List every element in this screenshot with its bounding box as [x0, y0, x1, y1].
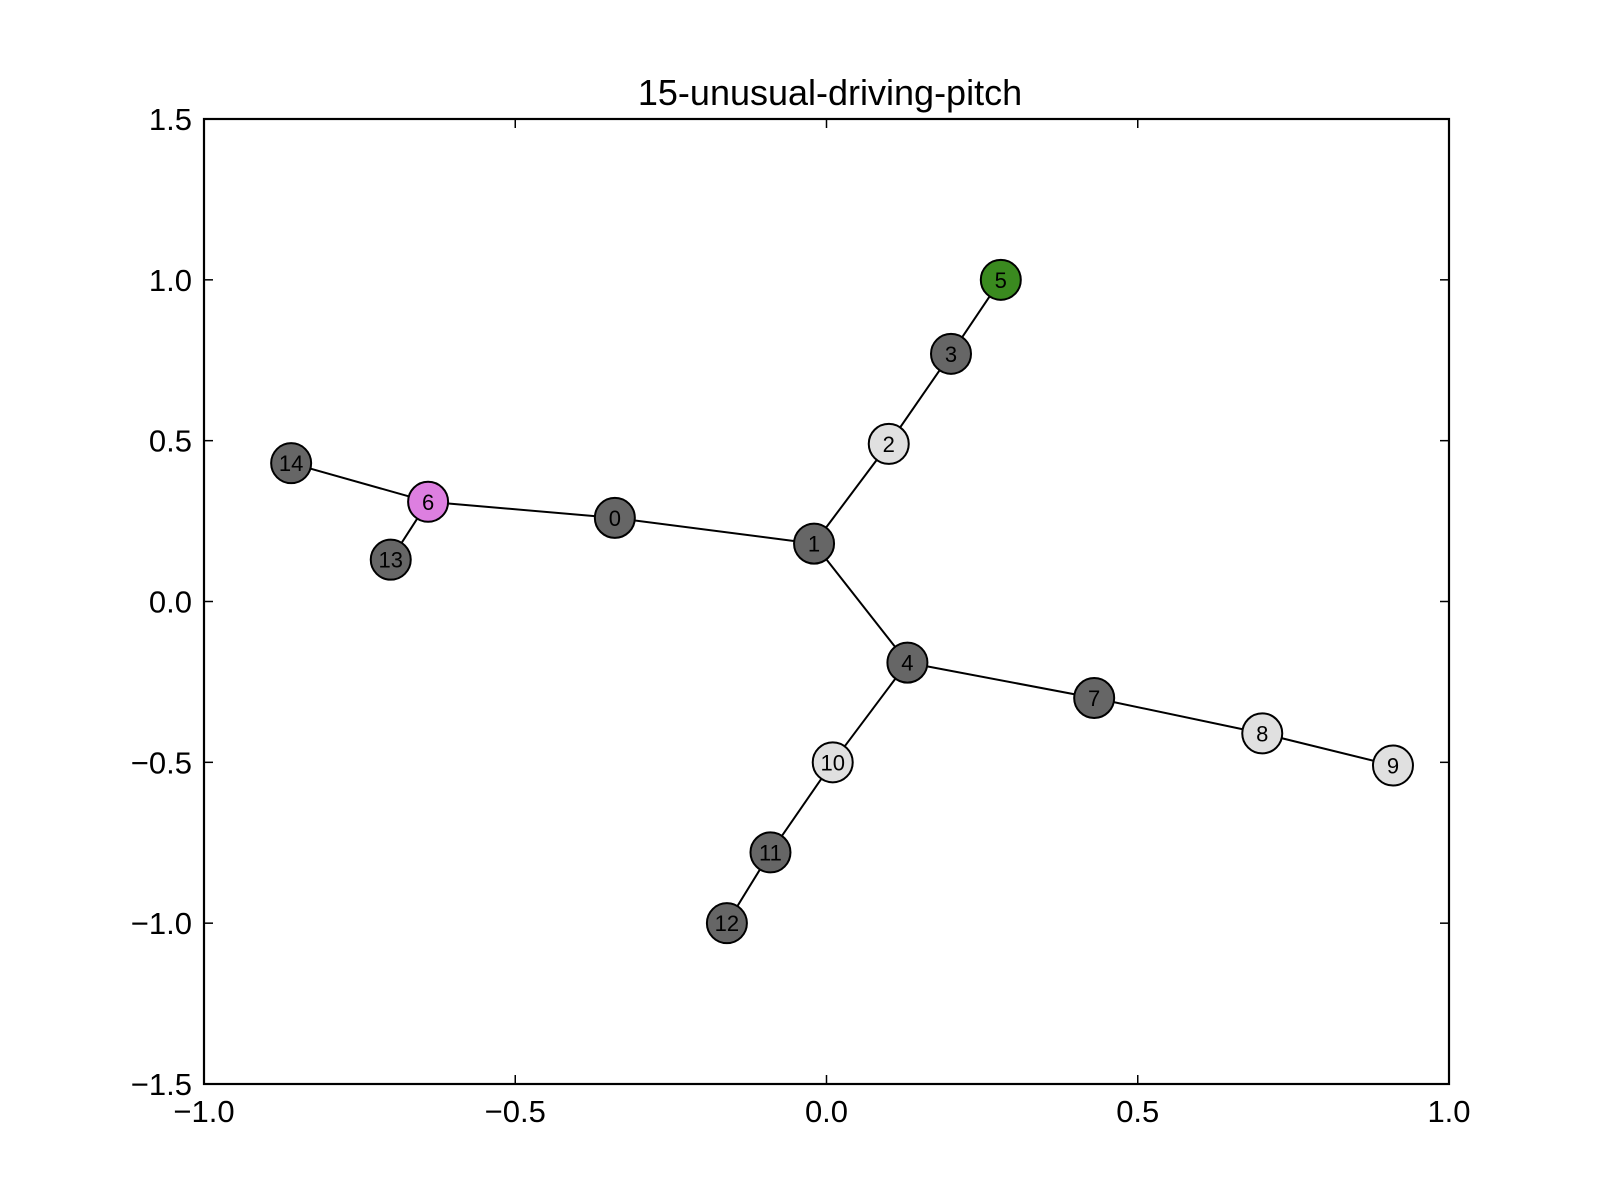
graph-edge-14-6	[290, 462, 429, 503]
graph-node-6: 6	[407, 480, 450, 523]
graph-node-3: 3	[930, 332, 972, 375]
graph-node-5: 5	[979, 258, 1022, 301]
node-circle	[811, 741, 854, 784]
node-circle	[369, 538, 412, 581]
node-circle	[886, 641, 929, 684]
node-circle	[270, 442, 313, 485]
x-tick-label: −1.0	[173, 1094, 234, 1129]
node-label: 6	[422, 490, 434, 515]
graph-node-4: 4	[886, 641, 929, 684]
node-circle	[1241, 712, 1284, 755]
x-tick-label: −0.5	[485, 1094, 546, 1129]
node-label: 4	[901, 651, 913, 676]
node-circle	[407, 480, 450, 523]
node-label: 12	[715, 911, 739, 936]
node-circle	[705, 902, 748, 945]
y-tick-label: 0.5	[149, 424, 192, 459]
x-tick-label: 1.0	[1427, 1094, 1470, 1129]
axes-layer: −1.0 −0.5 0.0 0.5 1.0−1.5−1.0−0.50.00.51.01.…	[131, 102, 1471, 1129]
graph-node-1: 1	[793, 522, 836, 565]
node-circle	[749, 831, 792, 874]
graph-node-7: 7	[1073, 677, 1116, 719]
chart-title: 15-unusual-driving-pitch	[638, 72, 1022, 113]
graph-edge-7-8	[1093, 697, 1263, 735]
graph-edge-1-4	[813, 542, 909, 664]
node-label: 10	[820, 750, 844, 775]
node-label: 5	[995, 268, 1007, 293]
node-label: 7	[1088, 686, 1100, 711]
graph-edge-8-9	[1262, 732, 1394, 767]
graph-node-11: 11	[749, 831, 792, 874]
node-label: 3	[945, 342, 957, 367]
node-label: 11	[759, 840, 782, 865]
y-tick-label: −0.5	[131, 745, 192, 780]
node-label: 8	[1256, 721, 1268, 746]
node-label: 9	[1387, 754, 1399, 779]
graph-edge-6-0	[428, 500, 615, 519]
node-circle	[793, 522, 836, 565]
graph-node-10: 10	[811, 741, 854, 784]
graph-edge-4-7	[907, 661, 1095, 699]
graph-node-12: 12	[705, 902, 748, 945]
y-tick-label: 0.0	[149, 585, 192, 620]
graph-node-13: 13	[369, 538, 412, 581]
x-tick-label: 0.0	[805, 1094, 848, 1129]
node-circle	[593, 496, 636, 539]
node-circle	[979, 258, 1022, 301]
node-circle	[930, 332, 972, 375]
node-circle	[1073, 677, 1116, 719]
y-tick-label: −1.5	[131, 1067, 192, 1102]
y-tick-label: 1.5	[149, 102, 192, 137]
graph-edge-0-1	[614, 516, 815, 545]
node-circle	[1371, 744, 1414, 787]
graph-node-2: 2	[867, 422, 910, 465]
node-label: 1	[808, 532, 820, 557]
graph-node-9: 9	[1371, 744, 1414, 787]
graph-node-0: 0	[593, 496, 636, 539]
node-label: 13	[379, 548, 403, 573]
graph-node-8: 8	[1241, 712, 1284, 755]
node-label: 0	[609, 506, 621, 531]
node-label: 2	[883, 432, 895, 457]
y-tick-label: −1.0	[131, 906, 192, 941]
x-tick-label: 0.5	[1116, 1094, 1159, 1129]
node-circle	[867, 422, 910, 465]
graph-node-14: 14	[270, 442, 313, 485]
node-label: 14	[279, 451, 303, 476]
y-tick-label: 1.0	[149, 263, 192, 298]
